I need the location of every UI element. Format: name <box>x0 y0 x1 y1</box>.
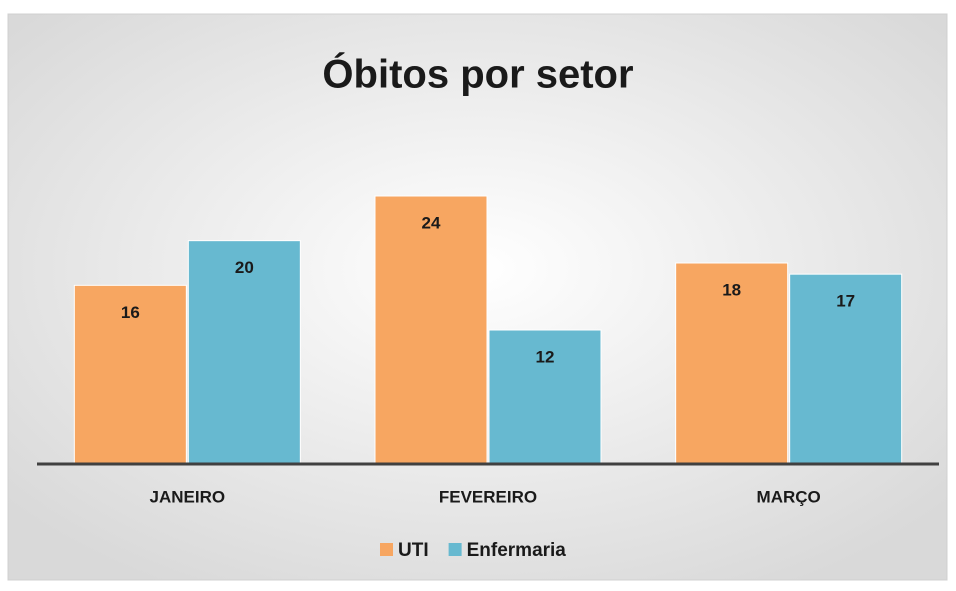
data-label: 24 <box>422 213 441 232</box>
bar <box>187 240 301 465</box>
bar <box>675 262 789 465</box>
x-tick-label: JANEIRO <box>150 487 226 506</box>
data-label: 20 <box>235 258 254 277</box>
bar <box>789 273 903 465</box>
legend-swatch <box>448 543 462 556</box>
data-label: 16 <box>121 303 140 322</box>
data-label: 12 <box>536 347 555 366</box>
chart-title: Óbitos por setor <box>322 51 633 97</box>
bar <box>73 284 187 465</box>
data-label: 18 <box>722 280 741 299</box>
x-tick-label: MARÇO <box>757 487 821 506</box>
legend-label: UTI <box>398 540 429 561</box>
data-label: 17 <box>836 292 855 311</box>
legend-label: Enfermaria <box>467 540 567 561</box>
bar <box>374 195 488 465</box>
legend-swatch <box>380 543 393 556</box>
x-tick-label: FEVEREIRO <box>439 487 537 506</box>
bar <box>488 329 602 465</box>
